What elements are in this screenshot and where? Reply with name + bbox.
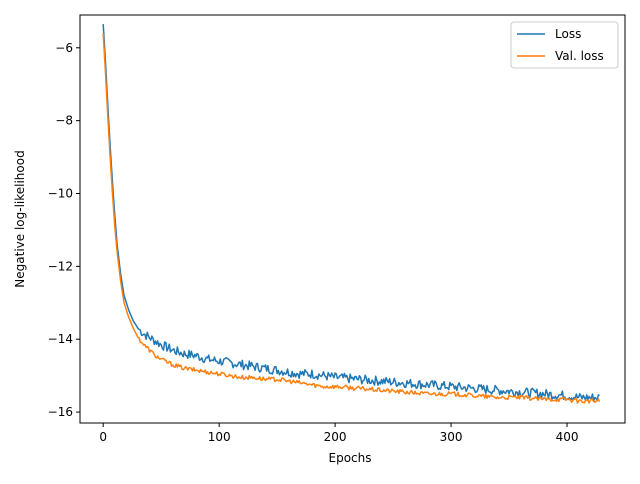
- series-line-val-loss: [102, 33, 601, 404]
- y-axis-label: Negative log-likelihood: [13, 150, 27, 287]
- series-line-loss: [102, 24, 600, 402]
- x-tick-label: 0: [99, 430, 107, 444]
- y-tick-label: −14: [48, 332, 73, 346]
- legend: Loss Val. loss: [510, 21, 619, 69]
- y-axis: −6 −8 −10 −12 −14 −16: [48, 41, 80, 419]
- legend-label: Val. loss: [555, 49, 604, 63]
- legend-label: Loss: [555, 27, 581, 41]
- plot-frame: [79, 14, 626, 424]
- x-tick-label: 200: [324, 430, 347, 444]
- x-tick-label: 100: [208, 430, 231, 444]
- y-tick-label: −10: [48, 187, 73, 201]
- x-tick-label: 300: [440, 430, 463, 444]
- x-axis: 0 100 200 300 400: [99, 423, 578, 444]
- y-tick-label: −12: [48, 259, 73, 273]
- y-tick-label: −6: [55, 41, 73, 55]
- series-layer: [102, 24, 601, 404]
- x-tick-label: 400: [556, 430, 579, 444]
- x-axis-label: Epochs: [329, 451, 372, 465]
- y-tick-label: −16: [48, 405, 73, 419]
- y-tick-label: −8: [55, 114, 73, 128]
